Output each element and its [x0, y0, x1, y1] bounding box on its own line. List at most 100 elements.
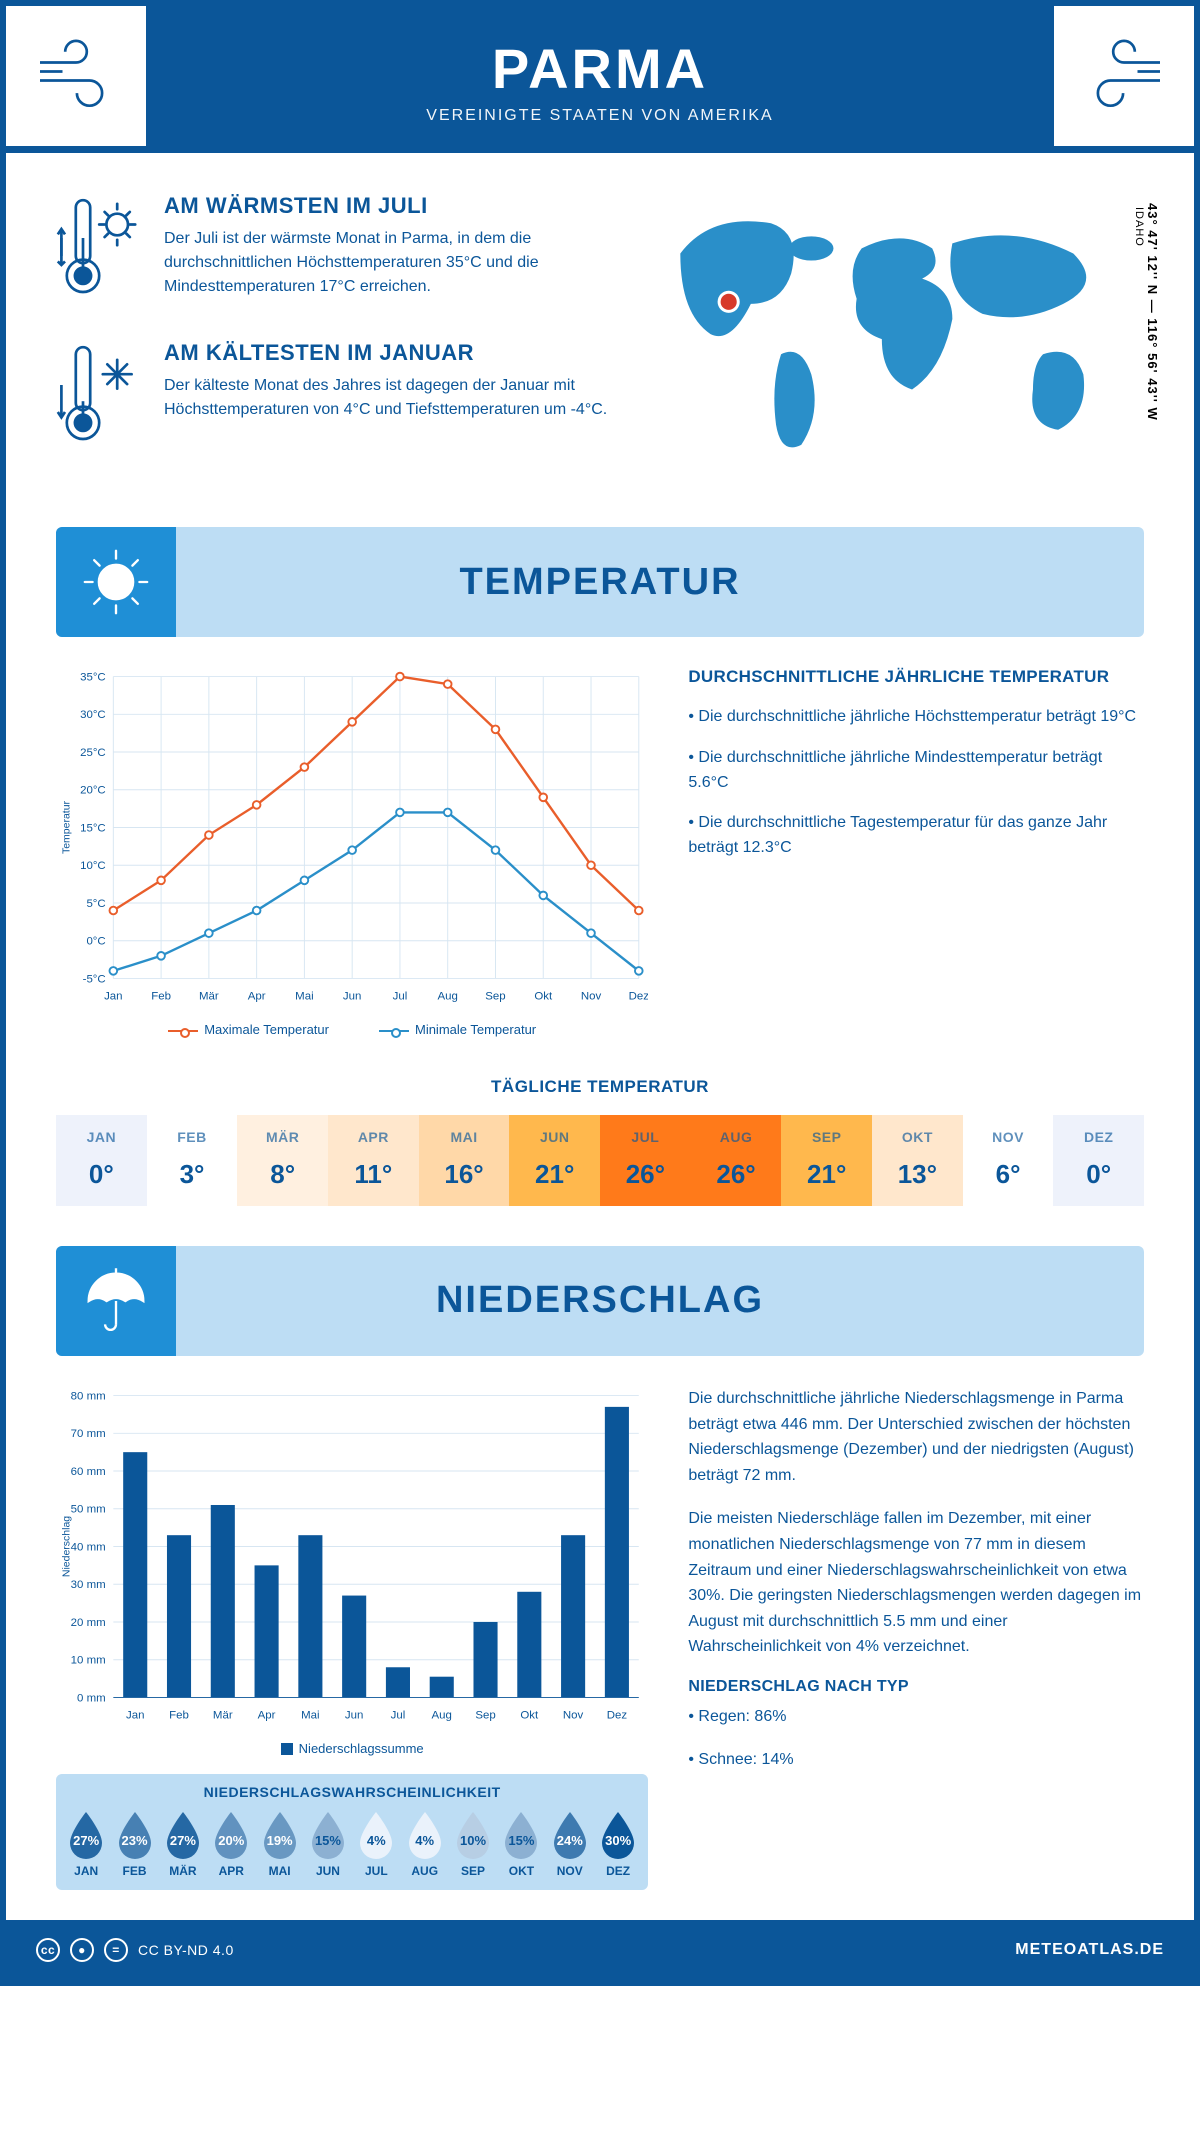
page-frame: PARMA VEREINIGTE STAATEN VON AMERIKA — [0, 0, 1200, 1986]
thermometer-sun-icon — [56, 193, 146, 306]
svg-text:Dez: Dez — [629, 990, 649, 1002]
svg-text:Sep: Sep — [485, 990, 505, 1002]
precip-prob-panel: NIEDERSCHLAGSWAHRSCHEINLICHKEIT 27%JAN23… — [56, 1774, 648, 1890]
by-icon: ● — [70, 1938, 94, 1962]
droplet-icon: 4% — [355, 1810, 397, 1860]
precip-prob-row: 27%JAN23%FEB27%MÄR20%APR19%MAI15%JUN4%JU… — [62, 1810, 642, 1878]
prob-cell: 20%APR — [207, 1810, 255, 1878]
precip-p1: Die durchschnittliche jährliche Niedersc… — [688, 1386, 1144, 1488]
svg-text:Jul: Jul — [393, 990, 408, 1002]
fact-warmest-title: AM WÄRMSTEN IM JULI — [164, 193, 610, 219]
daily-temp-cell: SEP21° — [781, 1115, 872, 1206]
svg-text:40 mm: 40 mm — [71, 1541, 106, 1553]
precip-type-2: • Schnee: 14% — [688, 1747, 1144, 1773]
svg-text:Temperatur: Temperatur — [60, 800, 72, 854]
svg-text:30°C: 30°C — [80, 709, 106, 721]
svg-text:Mai: Mai — [301, 1709, 319, 1721]
svg-text:Nov: Nov — [563, 1709, 584, 1721]
svg-text:Jan: Jan — [104, 990, 122, 1002]
page-title: PARMA — [26, 36, 1174, 101]
svg-text:Okt: Okt — [520, 1709, 539, 1721]
svg-text:5°C: 5°C — [86, 898, 105, 910]
daily-temp-cell: OKT13° — [872, 1115, 963, 1206]
daily-temp-cell: FEB3° — [147, 1115, 238, 1206]
fact-warmest-text: Der Juli ist der wärmste Monat in Parma,… — [164, 227, 610, 299]
svg-text:Jun: Jun — [345, 1709, 363, 1721]
precip-p2: Die meisten Niederschläge fallen im Deze… — [688, 1506, 1144, 1660]
precip-chart: 0 mm10 mm20 mm30 mm40 mm50 mm60 mm70 mm8… — [56, 1386, 648, 1890]
svg-text:Dez: Dez — [607, 1709, 628, 1721]
svg-text:Jun: Jun — [343, 990, 361, 1002]
svg-text:35°C: 35°C — [80, 671, 106, 683]
droplet-icon: 10% — [452, 1810, 494, 1860]
prob-cell: 4%AUG — [401, 1810, 449, 1878]
droplet-icon: 4% — [404, 1810, 446, 1860]
droplet-icon: 24% — [549, 1810, 591, 1860]
prob-cell: 15%OKT — [497, 1810, 545, 1878]
prob-cell: 27%JAN — [62, 1810, 110, 1878]
svg-text:Feb: Feb — [151, 990, 171, 1002]
precip-legend: Niederschlagssumme — [56, 1741, 648, 1756]
droplet-icon: 27% — [162, 1810, 204, 1860]
svg-text:70 mm: 70 mm — [71, 1428, 106, 1440]
droplet-icon: 15% — [307, 1810, 349, 1860]
svg-text:10 mm: 10 mm — [71, 1654, 106, 1666]
daily-temp-cell: MÄR8° — [237, 1115, 328, 1206]
svg-text:Okt: Okt — [534, 990, 553, 1002]
temp-facts-title: DURCHSCHNITTLICHE JÄHRLICHE TEMPERATUR — [688, 667, 1144, 687]
prob-cell: 27%MÄR — [159, 1810, 207, 1878]
prob-cell: 23%FEB — [110, 1810, 158, 1878]
world-map: 43° 47' 12'' N — 116° 56' 43'' W IDAHO — [640, 193, 1144, 487]
droplet-icon: 23% — [114, 1810, 156, 1860]
prob-cell: 19%MAI — [255, 1810, 303, 1878]
intro-row: AM WÄRMSTEN IM JULI Der Juli ist der wär… — [6, 153, 1194, 507]
svg-text:10°C: 10°C — [80, 860, 106, 872]
license: cc ● = CC BY-ND 4.0 — [36, 1938, 234, 1962]
location-marker-icon — [721, 294, 737, 310]
svg-text:25°C: 25°C — [80, 747, 106, 759]
svg-text:Mär: Mär — [213, 1709, 233, 1721]
daily-temp-title: TÄGLICHE TEMPERATUR — [6, 1077, 1194, 1097]
daily-temp-cell: AUG26° — [691, 1115, 782, 1206]
fact-coldest-text: Der kälteste Monat des Jahres ist dagege… — [164, 374, 610, 422]
brand: METEOATLAS.DE — [1015, 1941, 1164, 1959]
prob-cell: 15%JUN — [304, 1810, 352, 1878]
prob-cell: 24%NOV — [546, 1810, 594, 1878]
daily-temp-cell: JAN0° — [56, 1115, 147, 1206]
svg-text:80 mm: 80 mm — [71, 1390, 106, 1402]
prob-cell: 10%SEP — [449, 1810, 497, 1878]
wind-icon-right — [1054, 6, 1194, 146]
svg-text:15°C: 15°C — [80, 822, 106, 834]
svg-text:20°C: 20°C — [80, 785, 106, 797]
header: PARMA VEREINIGTE STAATEN VON AMERIKA — [6, 6, 1194, 153]
svg-text:Mai: Mai — [295, 990, 313, 1002]
precip-type-title: NIEDERSCHLAG NACH TYP — [688, 1678, 1144, 1696]
fact-warmest: AM WÄRMSTEN IM JULI Der Juli ist der wär… — [56, 193, 610, 306]
temperature-facts: DURCHSCHNITTLICHE JÄHRLICHE TEMPERATUR •… — [688, 667, 1144, 1037]
svg-text:Jan: Jan — [126, 1709, 144, 1721]
svg-text:Aug: Aug — [432, 1709, 452, 1721]
daily-temp-table: JAN0°FEB3°MÄR8°APR11°MAI16°JUN21°JUL26°A… — [56, 1115, 1144, 1206]
daily-temp-cell: DEZ0° — [1053, 1115, 1144, 1206]
wind-icon-left — [6, 6, 146, 146]
svg-text:Sep: Sep — [475, 1709, 495, 1721]
droplet-icon: 30% — [597, 1810, 639, 1860]
svg-text:Apr: Apr — [248, 990, 266, 1002]
page-subtitle: VEREINIGTE STAATEN VON AMERIKA — [26, 107, 1174, 125]
daily-temp-cell: JUN21° — [509, 1115, 600, 1206]
license-text: CC BY-ND 4.0 — [138, 1942, 234, 1958]
svg-text:30 mm: 30 mm — [71, 1579, 106, 1591]
daily-temp-cell: NOV6° — [963, 1115, 1054, 1206]
cc-icon: cc — [36, 1938, 60, 1962]
daily-temp-cell: APR11° — [328, 1115, 419, 1206]
precip-type-1: • Regen: 86% — [688, 1704, 1144, 1730]
svg-text:0°C: 0°C — [86, 936, 105, 948]
svg-text:Mär: Mär — [199, 990, 219, 1002]
prob-cell: 30%DEZ — [594, 1810, 642, 1878]
temp-fact-2: • Die durchschnittliche jährliche Mindes… — [688, 746, 1144, 796]
temperature-heading: TEMPERATUR — [459, 561, 740, 604]
droplet-icon: 20% — [210, 1810, 252, 1860]
coordinates: 43° 47' 12'' N — 116° 56' 43'' W IDAHO — [1133, 203, 1160, 421]
svg-text:Feb: Feb — [169, 1709, 189, 1721]
fact-coldest: AM KÄLTESTEN IM JANUAR Der kälteste Mona… — [56, 340, 610, 453]
